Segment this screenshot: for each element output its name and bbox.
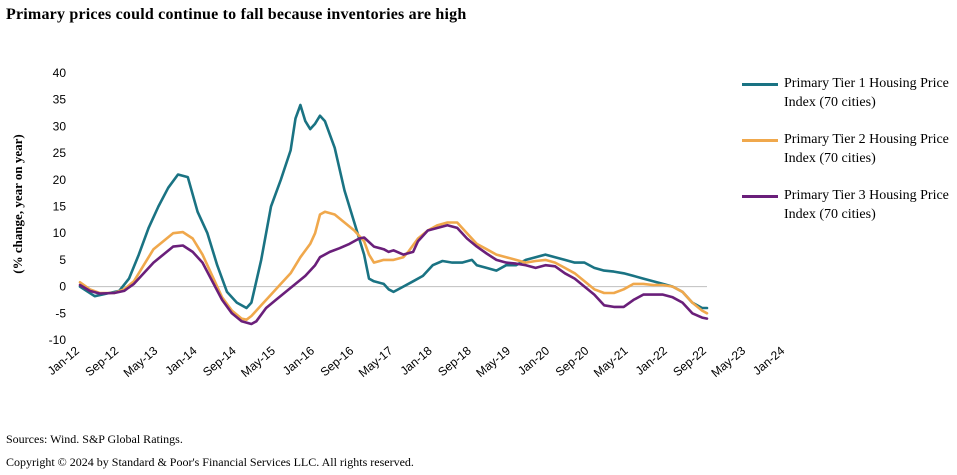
x-tick-label: May-23 (708, 343, 748, 380)
legend-swatch-tier3 (742, 195, 778, 198)
x-tick-label: Sep-20 (553, 343, 592, 379)
x-tick-label: Sep-12 (82, 343, 121, 379)
legend-item-tier3: Primary Tier 3 Housing Price Index (70 c… (742, 186, 952, 242)
sources-note: Sources: Wind. S&P Global Ratings. (6, 432, 183, 446)
series-lines (78, 103, 709, 326)
x-tick-label: Jan-14 (162, 343, 199, 378)
y-axis: -10 -5 0 5 10 15 20 25 30 35 40 (49, 66, 67, 347)
series-line-tier1-line (78, 103, 709, 310)
x-tick-label: May-15 (238, 343, 278, 380)
legend-label-tier1: Primary Tier 1 Housing Price Index (70 c… (784, 76, 949, 110)
x-tick-label: May-17 (356, 343, 396, 380)
y-tick-label: 20 (53, 173, 67, 187)
x-tick-label: Jan-22 (633, 343, 670, 378)
x-tick-label: Sep-18 (435, 343, 474, 379)
legend-item-tier1: Primary Tier 1 Housing Price Index (70 c… (742, 74, 952, 130)
series-line-tier2-line (78, 210, 709, 321)
chart-legend: Primary Tier 1 Housing Price Index (70 c… (742, 74, 952, 242)
y-tick-label: 5 (59, 253, 66, 267)
legend-label-tier2: Primary Tier 2 Housing Price Index (70 c… (784, 132, 949, 166)
y-tick-label: 25 (53, 146, 67, 160)
x-tick-label: Sep-22 (670, 343, 709, 379)
x-tick-label: Jan-12 (45, 343, 82, 378)
y-tick-label: 15 (53, 200, 67, 214)
y-tick-label: 40 (53, 66, 67, 80)
x-tick-label: Jan-18 (398, 343, 435, 378)
x-tick-label: Jan-24 (750, 343, 787, 378)
y-tick-label: -10 (49, 333, 67, 347)
legend-swatch-tier1 (742, 83, 778, 86)
y-tick-label: 35 (53, 93, 67, 107)
y-tick-label: -5 (55, 306, 66, 320)
y-tick-label: 30 (53, 119, 67, 133)
copyright-note: Copyright © 2024 by Standard & Poor's Fi… (6, 455, 414, 469)
chart-title: Primary prices could continue to fall be… (6, 6, 467, 23)
x-tick-label: May-19 (473, 343, 513, 380)
x-tick-label: May-13 (121, 343, 161, 380)
legend-item-tier2: Primary Tier 2 Housing Price Index (70 c… (742, 130, 952, 186)
series-line-tier3-line (78, 223, 709, 326)
x-tick-label: Jan-16 (280, 343, 317, 378)
legend-label-tier3: Primary Tier 3 Housing Price Index (70 c… (784, 188, 949, 222)
legend-swatch-tier2 (742, 139, 778, 142)
line-chart: -10 -5 0 5 10 15 20 25 30 35 40 Jan-12 Sep-12 May-13… (45, 66, 788, 380)
x-tick-label: May-21 (591, 343, 631, 380)
y-tick-label: 10 (53, 226, 67, 240)
x-tick-label: Sep-16 (318, 343, 357, 379)
y-tick-label: 0 (59, 280, 66, 294)
x-tick-label: Sep-14 (200, 343, 239, 379)
x-tick-label: Jan-20 (515, 343, 552, 378)
